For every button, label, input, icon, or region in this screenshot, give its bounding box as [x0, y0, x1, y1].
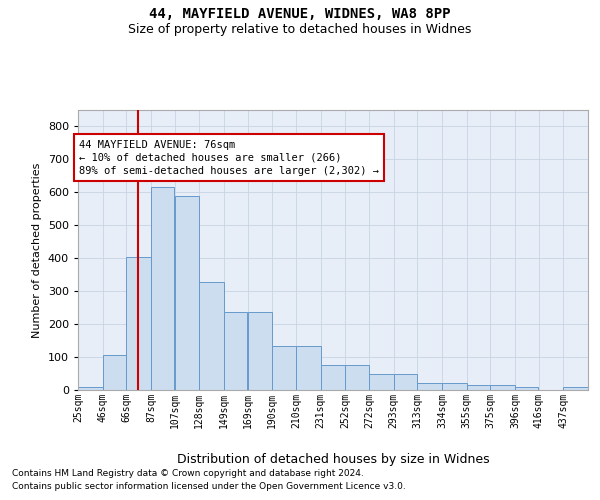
- Y-axis label: Number of detached properties: Number of detached properties: [32, 162, 42, 338]
- Bar: [296, 346, 320, 390]
- Text: 44, MAYFIELD AVENUE, WIDNES, WA8 8PP: 44, MAYFIELD AVENUE, WIDNES, WA8 8PP: [149, 8, 451, 22]
- Bar: [103, 355, 126, 390]
- Text: Contains HM Land Registry data © Crown copyright and database right 2024.: Contains HM Land Registry data © Crown c…: [12, 468, 364, 477]
- Bar: [394, 374, 417, 390]
- Text: Size of property relative to detached houses in Widnes: Size of property relative to detached ho…: [128, 22, 472, 36]
- Bar: [151, 188, 175, 390]
- Bar: [418, 383, 442, 390]
- Bar: [369, 374, 394, 390]
- Bar: [248, 312, 272, 390]
- Bar: [490, 384, 515, 390]
- Bar: [467, 384, 490, 390]
- Bar: [78, 388, 103, 390]
- Bar: [175, 196, 199, 390]
- Bar: [321, 364, 345, 390]
- Bar: [224, 312, 247, 390]
- Bar: [272, 346, 296, 390]
- Text: 44 MAYFIELD AVENUE: 76sqm
← 10% of detached houses are smaller (266)
89% of semi: 44 MAYFIELD AVENUE: 76sqm ← 10% of detac…: [79, 140, 379, 176]
- Bar: [127, 257, 151, 390]
- Bar: [515, 387, 538, 390]
- Bar: [199, 282, 224, 390]
- Text: Contains public sector information licensed under the Open Government Licence v3: Contains public sector information licen…: [12, 482, 406, 491]
- Bar: [442, 383, 467, 390]
- Text: Distribution of detached houses by size in Widnes: Distribution of detached houses by size …: [176, 452, 490, 466]
- Bar: [346, 364, 369, 390]
- Bar: [563, 387, 588, 390]
